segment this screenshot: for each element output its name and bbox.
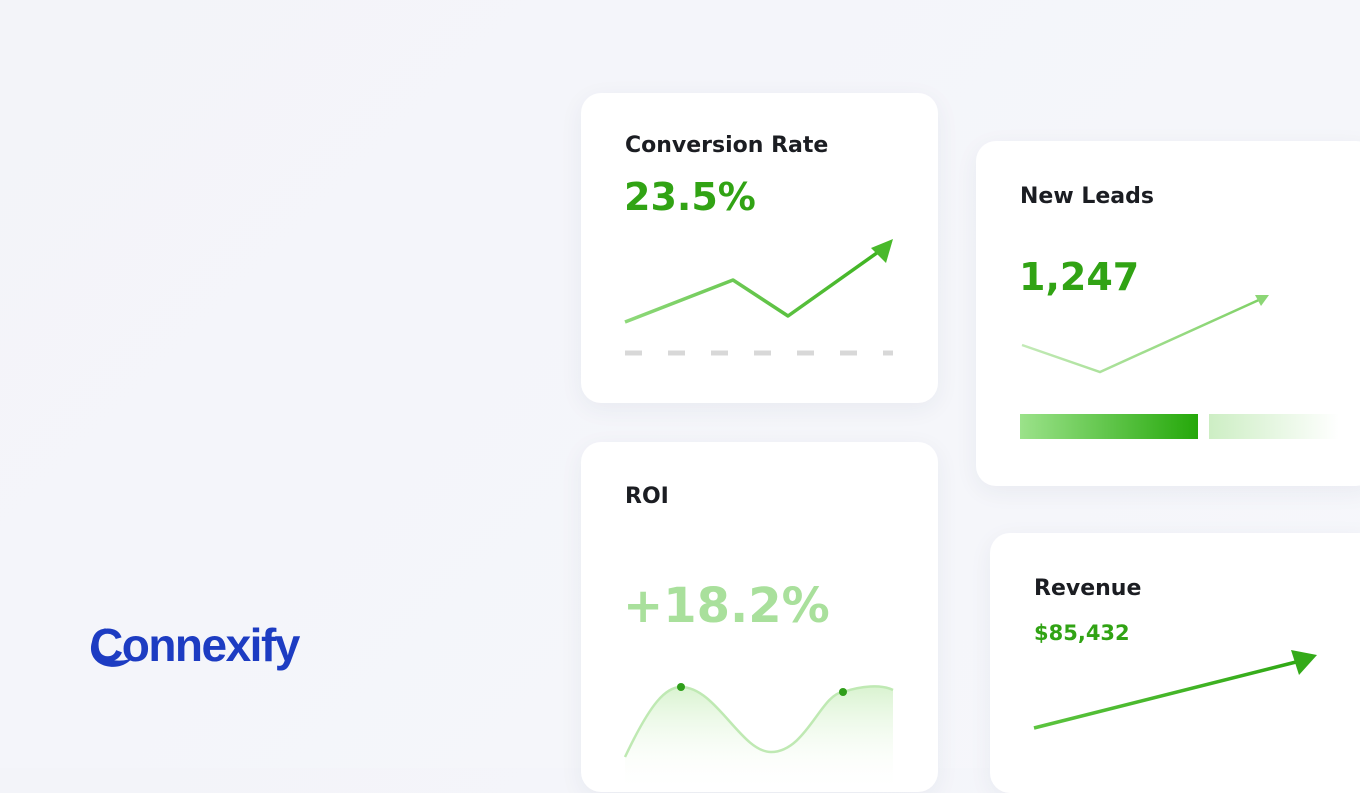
card-title: Revenue [1034, 576, 1142, 601]
card: New Leads 1,247 [976, 141, 1360, 486]
sparkline [1020, 295, 1339, 439]
sparkline [623, 683, 894, 792]
card-value: $85,432 [1034, 621, 1130, 645]
card-value: 1,247 [1019, 255, 1140, 299]
sparkline [1033, 650, 1317, 730]
card-value: +18.2% [623, 578, 830, 634]
sparkline [624, 239, 893, 356]
card-title: ROI [625, 484, 669, 509]
card: ROI +18.2% [581, 442, 938, 792]
card: Conversion Rate 23.5% [581, 93, 938, 403]
card-title: New Leads [1020, 184, 1154, 209]
brand-name: Connexify [90, 619, 300, 671]
logo-swoosh [90, 628, 132, 667]
card: Revenue $85,432 [990, 533, 1360, 793]
card-value: 23.5% [624, 175, 756, 219]
card-title: Conversion Rate [625, 133, 829, 158]
